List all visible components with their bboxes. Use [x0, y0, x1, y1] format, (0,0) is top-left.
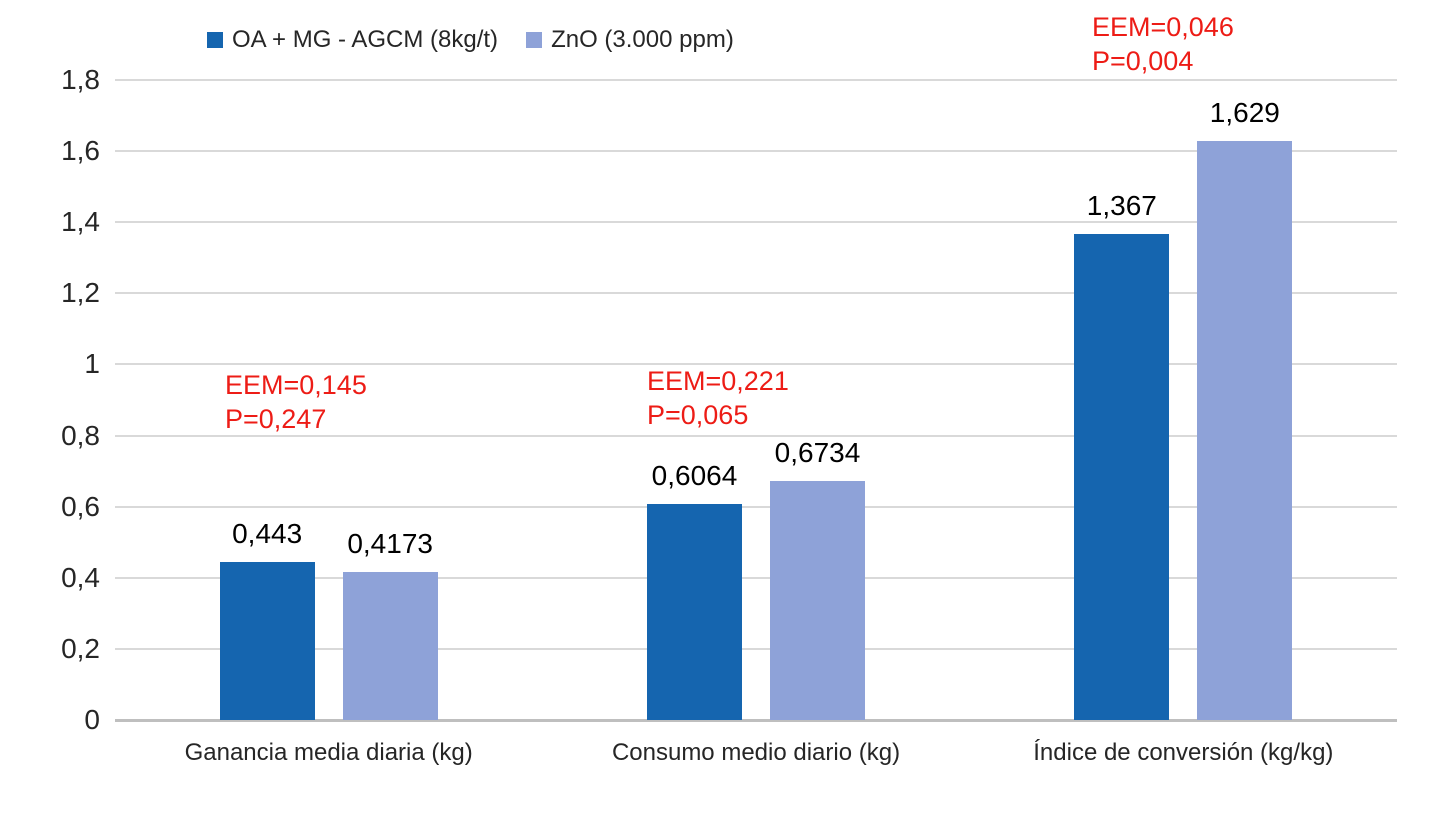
bar-series1: [647, 504, 742, 720]
bar-series2: [770, 480, 865, 720]
bar-series1: [219, 562, 315, 720]
y-axis-tick-label: 1: [84, 348, 100, 380]
value-label: 0,4173: [347, 527, 433, 559]
legend-item-series1: OA + MG - AGCM (8kg/t): [207, 26, 498, 54]
bar-series2: [342, 571, 438, 720]
x-axis-line: [115, 719, 1397, 722]
bar-series2: [1197, 140, 1293, 720]
stat-annotation: EEM=0,046 P=0,004: [1092, 10, 1234, 78]
value-label: 0,6064: [651, 460, 738, 492]
value-label: 1,629: [1209, 96, 1280, 128]
gridline: [115, 505, 1397, 508]
gridline: [115, 647, 1397, 650]
legend-swatch-icon: [207, 32, 223, 48]
stat-annotation-line: EEM=0,145: [225, 370, 367, 400]
y-axis-tick-label: 1,2: [61, 277, 100, 309]
stat-annotation-line: EEM=0,046: [1092, 12, 1234, 42]
gridline: [115, 150, 1397, 153]
gridline: [115, 576, 1397, 579]
value-label: 0,443: [232, 518, 303, 550]
stat-annotation-line: P=0,065: [647, 400, 749, 430]
y-axis-tick-label: 0,6: [61, 490, 100, 522]
y-axis-tick-label: 0,4: [61, 561, 100, 593]
gridline: [115, 363, 1397, 366]
category-label: Ganancia media diaria (kg): [184, 739, 473, 766]
value-label: 0,6734: [774, 436, 861, 468]
gridline: [115, 221, 1397, 224]
stat-annotation: EEM=0,221 P=0,065: [647, 364, 789, 432]
y-axis-tick-label: 0,8: [61, 419, 100, 451]
category-label: Consumo medio diario (kg): [611, 739, 901, 766]
legend-label: OA + MG - AGCM (8kg/t): [232, 26, 499, 53]
legend-swatch-icon: [526, 32, 543, 48]
y-axis-tick-label: 0: [84, 704, 100, 735]
stat-annotation-line: P=0,247: [225, 404, 327, 434]
stat-annotation-line: P=0,004: [1092, 46, 1194, 76]
y-axis-tick-label: 1,4: [61, 206, 100, 238]
gridline: [115, 79, 1397, 81]
bar-series1: [1074, 233, 1170, 720]
legend-label: ZnO (3.000 ppm): [551, 26, 734, 53]
value-label: 1,367: [1086, 189, 1157, 221]
chart-legend: OA + MG - AGCM (8kg/t) ZnO (3.000 ppm): [207, 26, 734, 54]
legend-item-series2: ZnO (3.000 ppm): [526, 26, 734, 54]
y-axis-tick-label: 0,2: [61, 632, 100, 664]
category-label: Índice de conversión (kg/kg): [1033, 739, 1334, 766]
y-axis-tick-label: 1,6: [61, 135, 100, 167]
stat-annotation: EEM=0,145 P=0,247: [225, 368, 367, 436]
stat-annotation-line: EEM=0,221: [647, 366, 789, 396]
y-axis-tick-label: 1,8: [61, 64, 100, 95]
gridline: [115, 434, 1397, 437]
gridline: [115, 292, 1397, 295]
